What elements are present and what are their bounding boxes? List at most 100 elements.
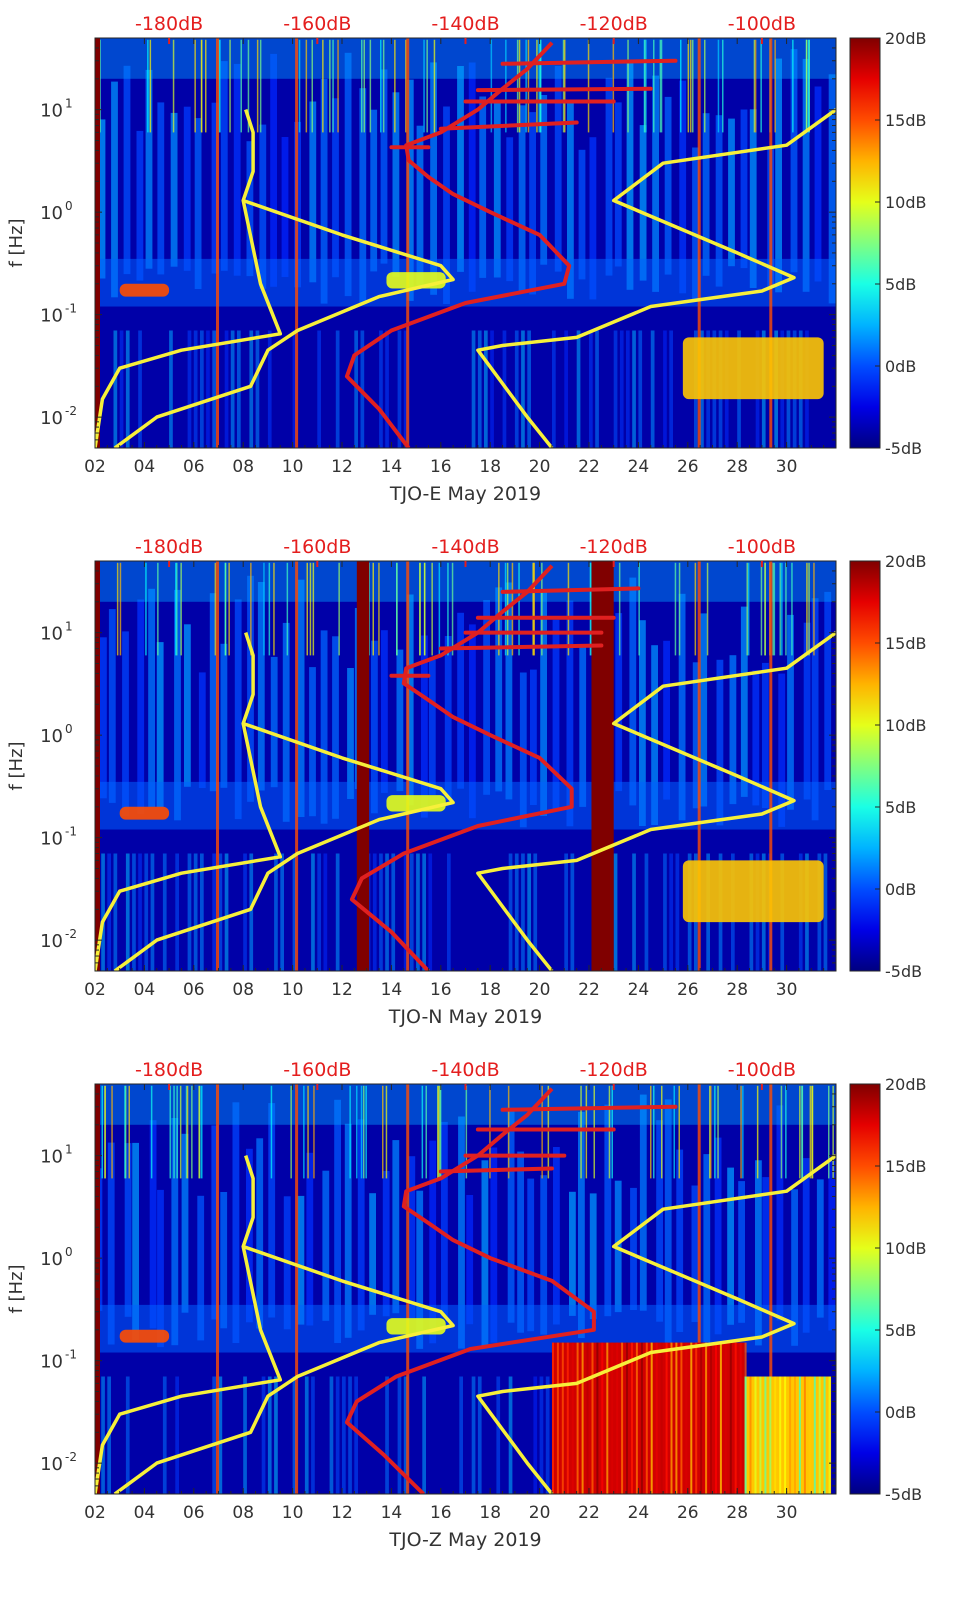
x-tick-label: 10	[282, 980, 304, 1000]
transient-line	[111, 1085, 113, 1179]
x-tick-label: 08	[232, 1503, 254, 1523]
noise-column	[787, 614, 794, 810]
transient-line	[791, 562, 793, 656]
high-noise-stripe	[586, 1342, 589, 1494]
transient-line	[611, 1085, 613, 1179]
transient-line	[338, 562, 340, 656]
high-noise-stripe	[764, 1376, 767, 1494]
lowfreq-stripe	[477, 330, 482, 448]
transient-line	[690, 39, 692, 133]
noise-column	[615, 613, 623, 792]
lowfreq-stripe	[317, 330, 321, 448]
transient-line	[312, 562, 315, 656]
event-spike	[697, 1084, 701, 1494]
red-median-spurs	[438, 643, 604, 651]
x-axis-label: TJO-N May 2019	[388, 1006, 542, 1028]
lowfreq-stripe	[292, 330, 297, 448]
high-noise-stripe	[759, 1376, 762, 1494]
lowfreq-stripe	[101, 853, 105, 971]
high-noise-stripe	[611, 1342, 614, 1494]
x-tick-label: 10	[282, 1503, 304, 1523]
transient-line	[511, 562, 514, 656]
lowfreq-stripe	[379, 853, 383, 971]
highfreq-band	[95, 1084, 836, 1125]
noise-column	[334, 1099, 341, 1343]
lowfreq-stripe	[323, 853, 328, 971]
event-spike	[697, 38, 701, 448]
transient-line	[608, 1085, 611, 1179]
noise-column	[171, 1118, 179, 1346]
noise-column	[381, 630, 388, 793]
colorbar-label: -5dB	[885, 962, 922, 981]
x-tick-label: 16	[430, 457, 452, 477]
transient-line	[396, 562, 398, 656]
transient-line	[394, 39, 396, 133]
noise-column	[762, 1177, 770, 1312]
noise-column	[715, 115, 723, 287]
noise-column	[184, 624, 191, 787]
lowfreq-stripe	[527, 330, 531, 448]
x-tick-label: 30	[776, 457, 798, 477]
noise-column	[170, 112, 178, 267]
noise-column	[309, 101, 317, 283]
lowfreq-stripe	[372, 853, 377, 971]
lowfreq-stripe	[644, 853, 649, 971]
lowfreq-stripe	[477, 1376, 482, 1494]
lowfreq-stripe	[274, 1376, 278, 1494]
high-noise-stripe	[705, 1342, 708, 1494]
high-noise-stripe	[818, 1376, 821, 1494]
transient-line	[785, 562, 787, 656]
noise-column	[108, 609, 116, 803]
transient-line	[169, 1085, 171, 1179]
transient-line	[525, 39, 527, 133]
y-tick-label: 10	[40, 1454, 63, 1475]
noise-column	[639, 1094, 647, 1311]
noise-column	[457, 612, 464, 789]
y-tick-exponent: -1	[65, 302, 77, 316]
x-tick-label: 02	[84, 1503, 106, 1523]
high-noise-stripe	[631, 1342, 633, 1494]
noise-column	[149, 1120, 157, 1329]
lowfreq-stripe	[169, 330, 173, 448]
noise-column	[490, 1147, 498, 1343]
lowfreq-stripe	[113, 853, 118, 971]
lowfreq-stripe	[138, 853, 142, 971]
transient-line	[194, 39, 196, 133]
transient-line	[439, 1085, 442, 1179]
yellow-curve-2	[113, 1244, 455, 1494]
lowfreq-stripe	[539, 1376, 544, 1494]
noise-column	[174, 589, 181, 821]
x-tick-label: 16	[430, 1503, 452, 1523]
transient-line	[369, 39, 372, 133]
transient-line	[754, 39, 757, 133]
transient-line	[104, 1085, 106, 1179]
colorbar-label: 15dB	[885, 1157, 927, 1176]
lowfreq-stripe	[514, 853, 519, 971]
transient-line	[638, 562, 640, 656]
high-noise-stripe	[606, 1342, 609, 1494]
lowfreq-stripe	[261, 1376, 266, 1494]
noise-column	[679, 80, 687, 294]
transient-line	[806, 562, 808, 656]
transient-line	[256, 39, 259, 133]
x-tick-label: 12	[331, 980, 353, 1000]
colorbar-label: 20dB	[885, 552, 927, 571]
lowfreq-stripe	[317, 853, 321, 971]
noise-column	[552, 619, 560, 812]
y-tick-exponent: -2	[65, 1450, 77, 1464]
lowfreq-stripe	[267, 1376, 272, 1494]
colorbar-label: 5dB	[885, 275, 916, 294]
lowfreq-stripe	[490, 330, 494, 448]
yellow-curve-1	[95, 1155, 283, 1494]
noise-column	[664, 96, 672, 275]
transient-line	[779, 562, 781, 656]
transient-line	[224, 562, 227, 656]
colorbar	[849, 1083, 881, 1495]
transient-line	[439, 1085, 441, 1179]
noise-column	[124, 1143, 132, 1317]
transient-line	[753, 39, 756, 133]
transient-line	[229, 39, 231, 133]
high-noise-stripe	[739, 1342, 742, 1494]
transient-line	[385, 1085, 388, 1179]
transient-line	[431, 562, 433, 656]
